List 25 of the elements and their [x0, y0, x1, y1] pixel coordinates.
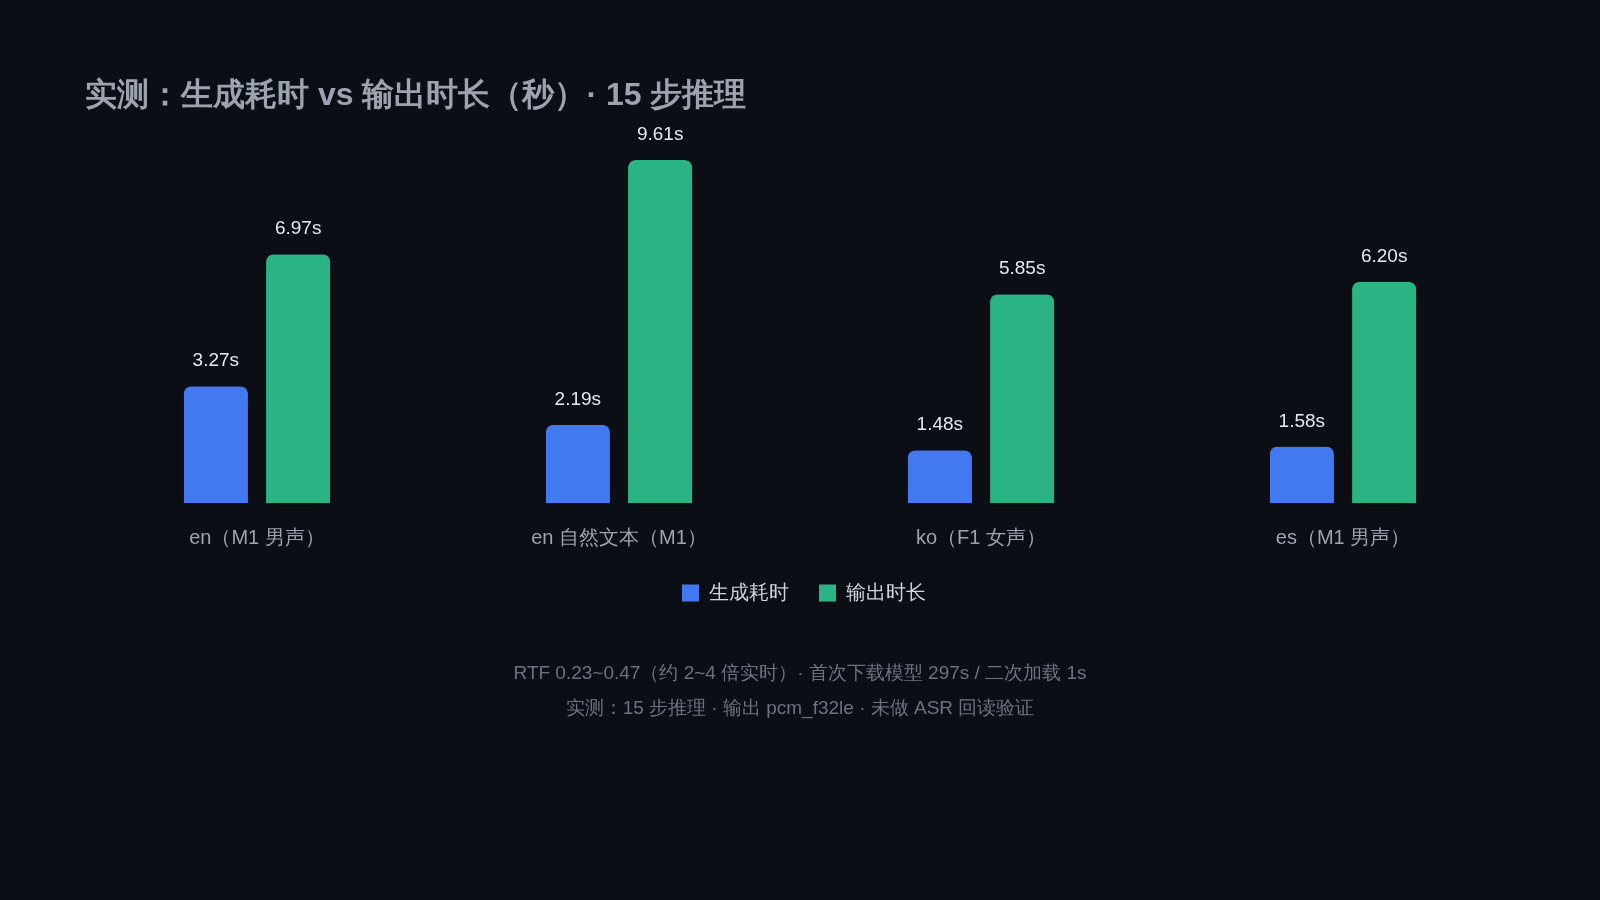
bar: [907, 450, 972, 503]
data-label: 1.58s: [1278, 409, 1326, 431]
x-tick-label: es（M1 男声）: [1275, 525, 1411, 548]
data-label: 5.85s: [998, 257, 1046, 279]
data-label: 2.19s: [554, 387, 602, 409]
legend-label: 输出时长: [845, 581, 926, 603]
text: RTF 0.23~0.47（约 2~4 倍实时）· 首次下载模型 297s / 二次加载 1s: [512, 661, 1088, 685]
bar: [266, 254, 331, 503]
bar: [990, 294, 1055, 503]
text: 实测：15 步推理 · 输出 pcm_f32le · 未做 ASR 回读验证: [564, 696, 1036, 721]
data-label: 1.48s: [916, 413, 964, 435]
bar: [183, 386, 248, 503]
legend-label: 生成耗时: [708, 581, 789, 603]
data-label: 3.27s: [192, 349, 240, 371]
chart-title: 实测：生成耗时 vs 输出时长（秒）· 15 步推理: [85, 75, 747, 114]
bar: [1269, 446, 1334, 503]
bar: [545, 424, 610, 503]
data-label: 6.97s: [274, 217, 322, 239]
x-tick-label: en 自然文本（M1）: [531, 525, 707, 548]
data-label: 6.20s: [1360, 244, 1408, 266]
x-tick-label: ko（F1 女声）: [915, 525, 1047, 548]
bar: [1352, 281, 1417, 503]
data-label: 9.61s: [636, 123, 684, 144]
bar: [628, 160, 693, 503]
x-tick-label: en（M1 男声）: [189, 525, 325, 548]
